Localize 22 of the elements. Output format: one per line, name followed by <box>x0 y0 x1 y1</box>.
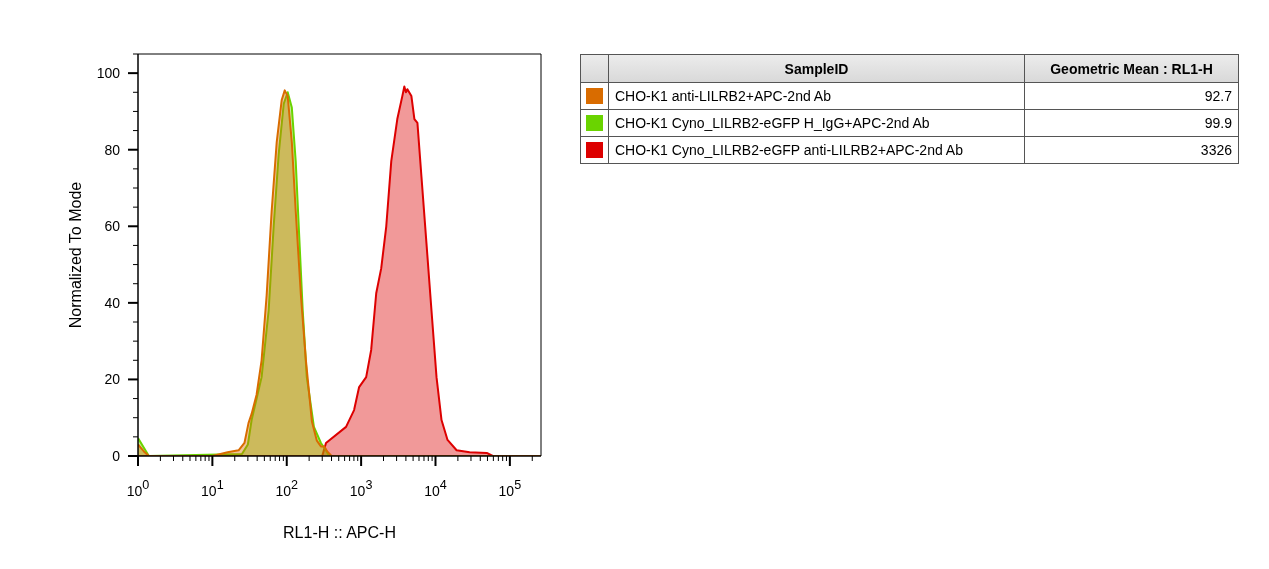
y-tick-label: 100 <box>96 65 121 82</box>
legend-label: CHO-K1 Cyno_LILRB2-eGFP anti-LILRB2+APC-2nd Ab <box>615 142 963 158</box>
text: 92.7 <box>1204 88 1232 104</box>
legend-label: CHO-K1 Cyno_LILRB2-eGFP H_IgG+APC-2nd Ab <box>615 115 930 131</box>
y-tick-label: 40 <box>104 294 121 311</box>
text: 99.9 <box>1204 115 1232 131</box>
y-tick-label: 80 <box>104 141 121 158</box>
legend-title: SampleID <box>784 60 849 77</box>
x-tick-label: 10$^{2}$ <box>275 478 299 499</box>
x-tick-label: 10$^{5}$ <box>498 478 522 499</box>
y-tick-label: 60 <box>104 218 121 235</box>
x-tick-label: 10$^{3}$ <box>349 478 373 499</box>
text: 3326 <box>1200 142 1232 158</box>
text: Geometric Mean : RL1-H <box>1050 60 1213 77</box>
y-axis-title: Normalized To Mode <box>66 181 84 329</box>
y-tick-label: 0 <box>112 447 121 464</box>
x-axis-title: RL1-H :: APC-H <box>283 524 396 541</box>
legend-label: CHO-K1 anti-LILRB2+APC-2nd Ab <box>615 88 831 104</box>
x-tick-label: 10$^{0}$ <box>126 478 150 499</box>
x-tick-label: 10$^{4}$ <box>424 478 447 499</box>
x-tick-label: 10$^{1}$ <box>201 478 224 499</box>
y-tick-label: 20 <box>104 371 121 388</box>
